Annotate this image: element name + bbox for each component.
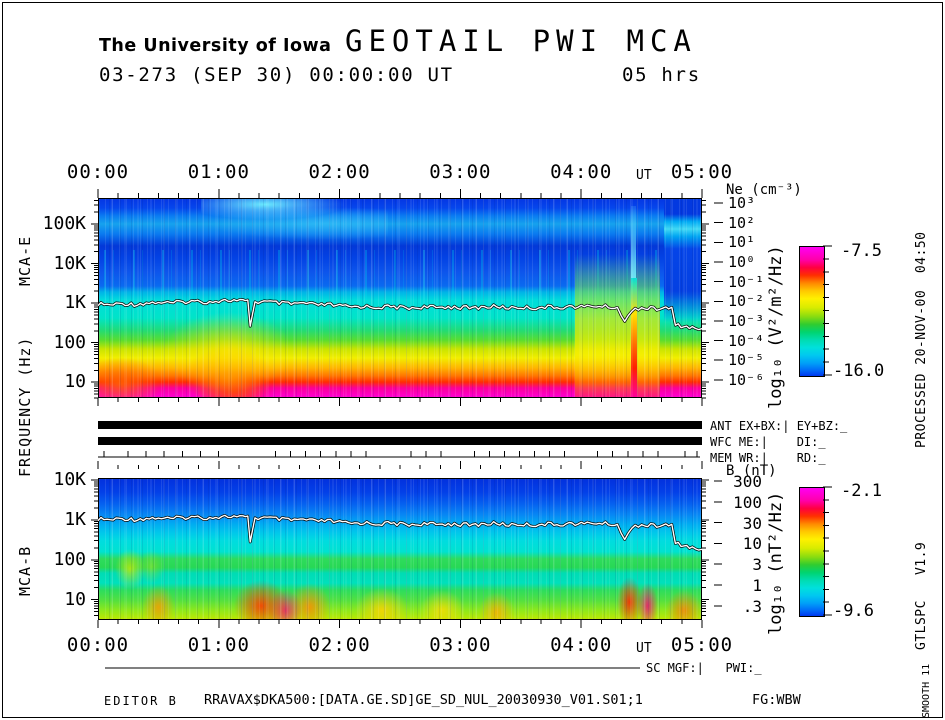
wfc-status-bar — [98, 437, 702, 445]
ne-scale-label: 10³ — [728, 194, 756, 212]
antenna-status-bar — [98, 421, 702, 429]
time-tick-label-top: 05:00 — [670, 161, 734, 183]
ne-scale-label: 10⁻² — [728, 292, 765, 311]
colorbar-e-max-value: -7.5 — [841, 241, 882, 261]
time-tick-label-bottom: 05:00 — [670, 634, 734, 656]
mca-b-striation-texture — [98, 478, 702, 620]
colorbar-b-min-value: -9.6 — [833, 601, 874, 621]
colorbar-e-min-value: -16.0 — [833, 361, 885, 381]
time-tick-label-top: 04:00 — [550, 161, 613, 183]
freq-tick-label: 10K — [53, 468, 86, 490]
ne-scale-label: 10¹ — [728, 233, 756, 252]
time-tick-label-top: 00:00 — [66, 161, 130, 183]
time-tick-label-bottom: 00:00 — [66, 634, 130, 656]
colorbar-mca-e — [799, 246, 825, 377]
ut-label-top: UT — [636, 168, 652, 183]
b-scale-label: 1 — [752, 576, 762, 595]
b-scale-label: 100 — [733, 492, 762, 512]
ut-label-bottom: UT — [636, 641, 652, 656]
ne-scale-label: 10⁻⁶ — [728, 370, 765, 389]
freq-tick-label: 10 — [64, 371, 86, 393]
colorbar-b-max-value: -2.1 — [841, 481, 882, 501]
time-tick-label-bottom: 04:00 — [550, 634, 613, 656]
b-scale-label: 300 — [733, 472, 762, 491]
ne-scale-label: 10⁻³ — [728, 311, 765, 330]
freq-tick-label: 10K — [53, 252, 86, 274]
time-tick-label-top: 02:00 — [308, 161, 371, 183]
time-tick-label-bottom: 01:00 — [187, 634, 250, 656]
colorbar-e-label: log₁₀ (V²/m²/Hz) — [766, 245, 786, 409]
colorbar-mca-b — [799, 487, 825, 617]
b-scale-title: B (nT) — [726, 463, 777, 479]
freq-tick-label: 1K — [64, 292, 86, 314]
start-time-label: 03-273 (SEP 30) 00:00:00 UT — [99, 64, 454, 86]
editor-label: EDITOR B — [104, 694, 178, 708]
freq-tick-label: 1K — [64, 508, 86, 530]
ne-scale-title: Ne (cm⁻³) — [726, 182, 802, 198]
processed-timestamp-label: PROCESSED 20-NOV-00 04:50 — [914, 231, 929, 449]
time-tick-label-top: 03:00 — [429, 161, 492, 183]
b-scale-label: .3 — [742, 596, 762, 616]
spectrogram-panel-mca-e — [98, 198, 702, 398]
antenna-status-label: ANT EX+BX:| EY+BZ:_ — [710, 419, 848, 433]
wfc-status-label: WFC ME:| DI:_ — [710, 435, 826, 449]
ne-scale-label: 10⁰ — [728, 252, 756, 271]
colorbar-b-label: log₁₀ (nT²/Hz) — [766, 491, 786, 635]
institution-label: The University of Iowa — [99, 36, 332, 56]
time-tick-label-bottom: 03:00 — [429, 634, 492, 656]
mca-e-striation-texture — [98, 198, 702, 398]
b-scale-label: 10 — [742, 534, 762, 554]
freq-tick-label: 100 — [53, 548, 86, 570]
spectrogram-panel-mca-b — [98, 478, 702, 620]
time-tick-label-top: 01:00 — [187, 161, 250, 183]
ne-scale-label: 10⁻⁵ — [728, 351, 765, 370]
freq-tick-label: 100 — [53, 331, 86, 353]
b-scale-label: 30 — [742, 513, 762, 533]
fg-label: FG:WBW — [752, 692, 801, 708]
data-file-path: RRAVAX$DKA500:[DATA.GE.SD]GE_SD_NUL_2003… — [204, 692, 643, 708]
plot-title: GEOTAIL PWI MCA — [345, 24, 697, 58]
ne-scale-label: 10² — [728, 213, 756, 232]
freq-tick-label: 100K — [42, 213, 86, 235]
ne-scale-label: 10⁻⁴ — [728, 331, 765, 350]
duration-label: 05 hrs — [622, 64, 701, 86]
freq-tick-label: 10 — [64, 588, 86, 610]
time-tick-label-bottom: 02:00 — [308, 634, 371, 656]
program-version-label: GTLSPC V1.9 — [914, 541, 929, 650]
memory-status-label: MEM WR:| RD:_ — [710, 451, 826, 465]
ne-scale-label: 10⁻¹ — [728, 272, 765, 291]
smooth-label: SMOOTH 11 — [921, 663, 932, 718]
b-scale-label: 3 — [752, 555, 762, 575]
mgf-pwi-status-label: SC MGF:| PWI:_ — [646, 661, 762, 675]
